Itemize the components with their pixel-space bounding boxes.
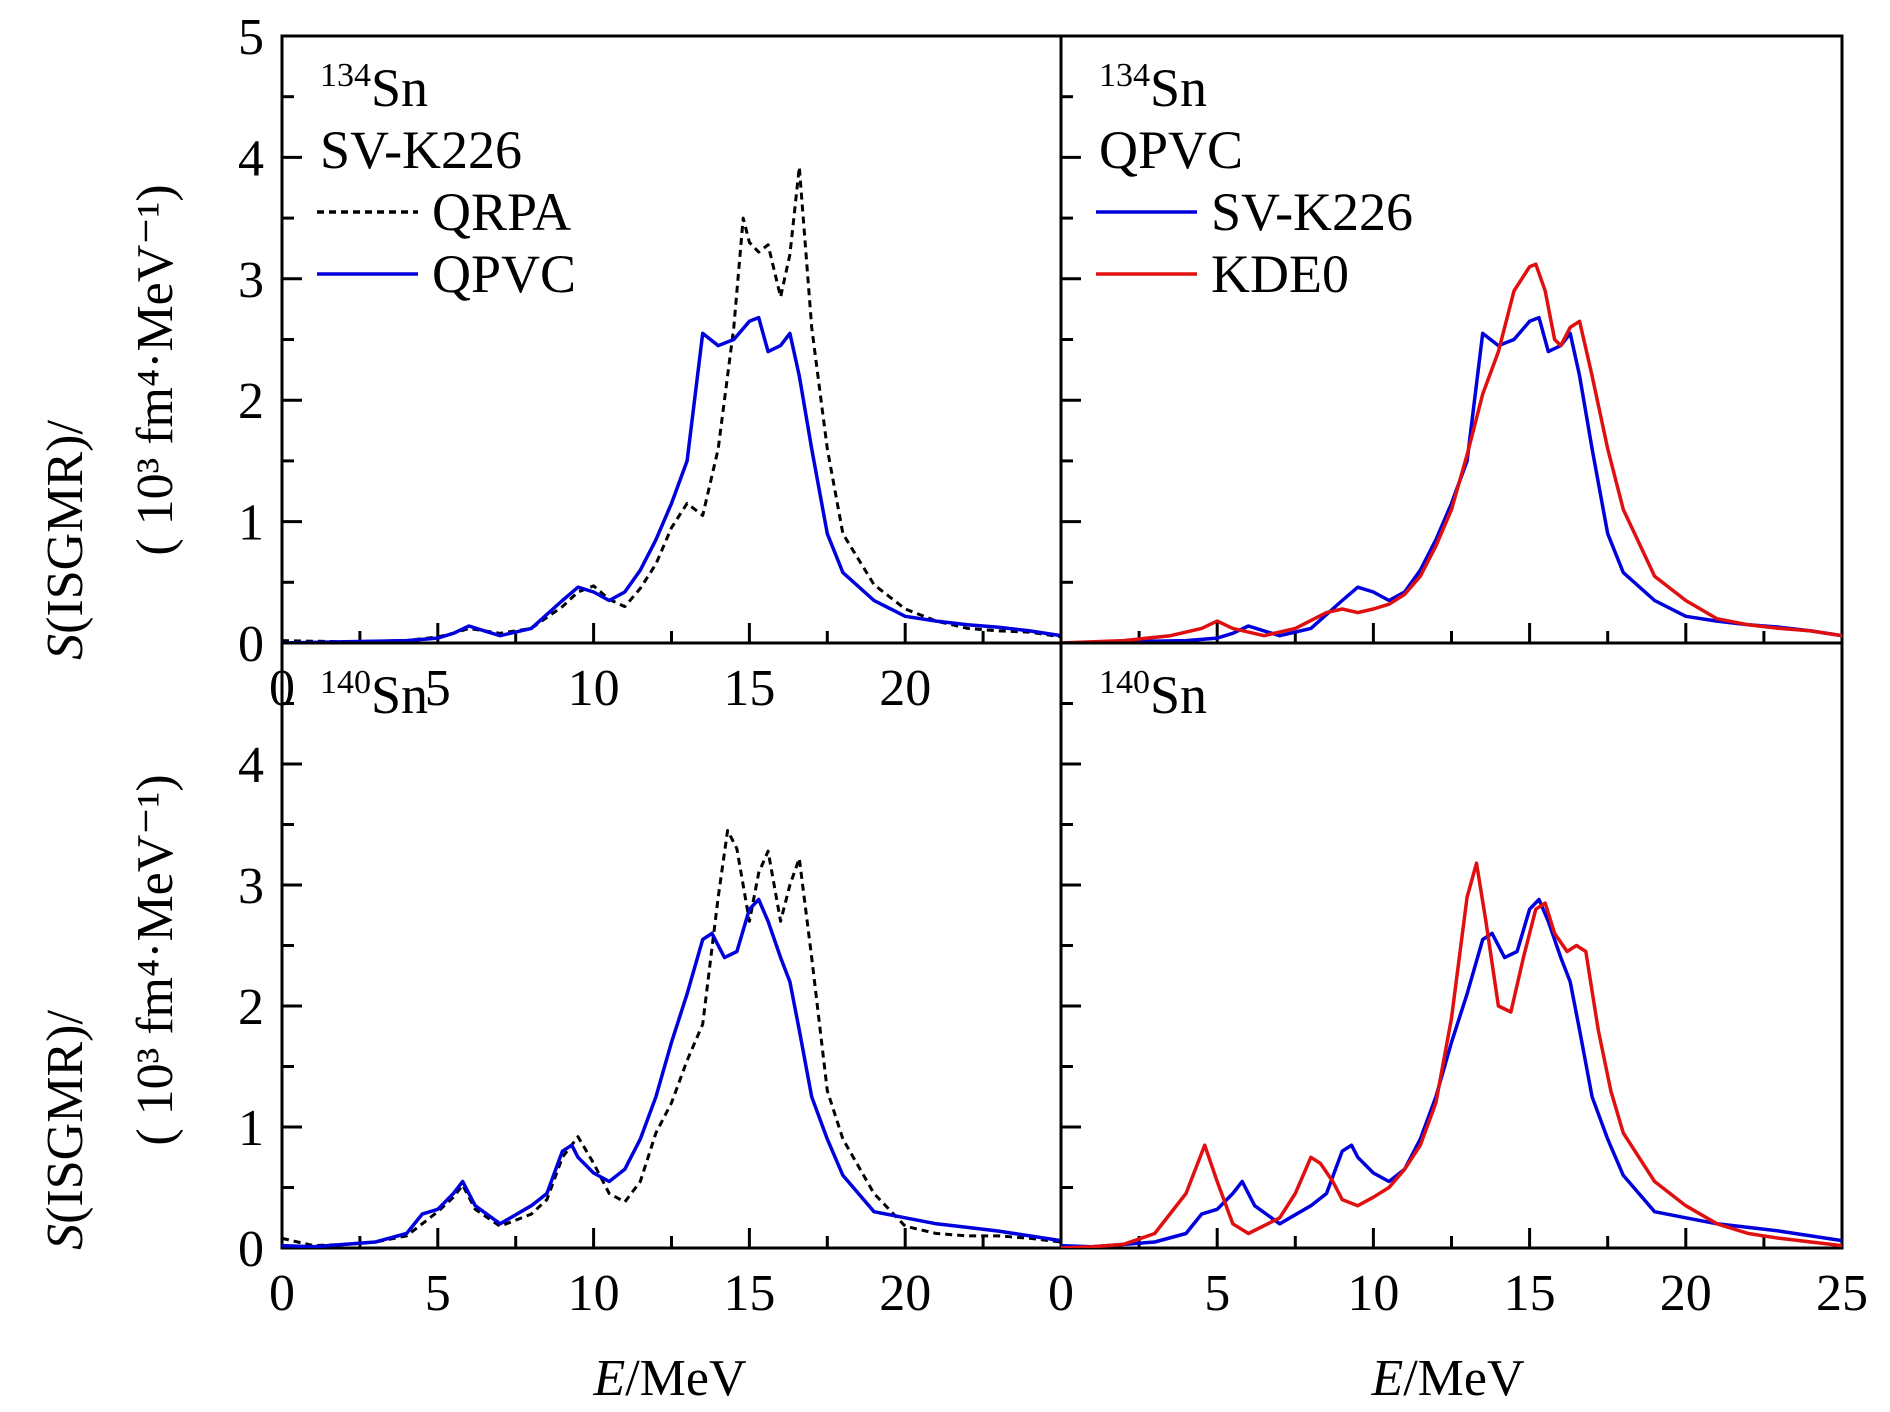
x-tick-label: 5 — [1204, 1265, 1230, 1322]
nucleus-symbol: Sn — [371, 58, 428, 118]
nucleus-label-bottom-right: 140Sn — [1099, 664, 1207, 725]
ylabel-top-rest: (ISGMR)/ — [37, 420, 94, 634]
x-tick-label: 10 — [1347, 1265, 1399, 1322]
x-tick-label: 15 — [1504, 1265, 1556, 1322]
ylabel-bottom-italic: S — [37, 1224, 94, 1250]
ylabel-top-line2: ( 10³ fm⁴·MeV⁻¹) — [127, 184, 184, 555]
x-tick-label: 25 — [1816, 1265, 1868, 1322]
ylabel-bottom: S(ISGMR)/ ( 10³ fm⁴·MeV⁻¹) — [37, 774, 184, 1250]
y-tick-label: 2 — [238, 373, 264, 430]
series-line-qpvc-bottom-left — [282, 897, 1061, 1248]
ylabel-bottom-line2: ( 10³ fm⁴·MeV⁻¹) — [127, 774, 184, 1145]
x-tick-label: 15 — [723, 1265, 775, 1322]
series-line-qrpa-bottom-left — [282, 829, 1061, 1248]
xlabel-right: E/MeV — [1370, 1350, 1524, 1407]
ylabel-bottom-rest: (ISGMR)/ — [37, 1010, 94, 1224]
series-line-sv-k226-bottom-right — [1061, 897, 1842, 1248]
svg-text:S(ISGMR)/: S(ISGMR)/ — [37, 420, 94, 660]
series-line-kde0-bottom-right — [1061, 861, 1842, 1248]
legend-label-sv-k226: SV-K226 — [1211, 182, 1413, 242]
y-tick-label: 4 — [238, 737, 264, 794]
y-tick-label: 0 — [238, 616, 264, 673]
ylabel-top-italic: S — [37, 634, 94, 660]
panel-bottom-right: 0 5 10 15 20 25 140Sn — [1048, 641, 1868, 1322]
series-line-kde0-top-right — [1061, 262, 1842, 643]
legend-label-qrpa: QRPA — [432, 182, 571, 242]
nucleus-mass: 134 — [320, 57, 371, 94]
nucleus-label-bottom-left: 140Sn — [320, 664, 428, 725]
nucleus-label-top-right: 134Sn — [1099, 57, 1207, 118]
x-tick-label: 5 — [425, 1265, 451, 1322]
svg-text:S(ISGMR)/: S(ISGMR)/ — [37, 1010, 94, 1250]
x-tick-label: 20 — [1660, 1265, 1712, 1322]
x-tick-label: 5 — [425, 660, 451, 717]
xlabel-left: E/MeV — [592, 1350, 746, 1407]
panel-bottom-left: 0 1 2 3 4 0 5 10 15 20 140Sn — [238, 641, 1063, 1322]
nucleus-mass: 140 — [1099, 664, 1150, 701]
y-tick-label: 2 — [238, 979, 264, 1036]
model-label-top-right: QPVC — [1099, 120, 1243, 180]
x-tick-label: 10 — [568, 1265, 620, 1322]
y-tick-label: 3 — [238, 858, 264, 915]
nucleus-symbol: Sn — [371, 665, 428, 725]
y-tick-label: 1 — [238, 1100, 264, 1157]
x-tick-label: 15 — [723, 660, 775, 717]
legend-label-qpvc: QPVC — [432, 244, 576, 304]
legend-label-kde0: KDE0 — [1211, 244, 1349, 304]
series-line-sv-k226-top-right — [1061, 315, 1842, 643]
y-tick-label: 0 — [238, 1221, 264, 1278]
nucleus-symbol: Sn — [1150, 665, 1207, 725]
y-tick-label: 1 — [238, 495, 264, 552]
x-tick-label: 20 — [879, 1265, 931, 1322]
x-tick-label: 10 — [568, 660, 620, 717]
y-tick-label: 3 — [238, 252, 264, 309]
nucleus-symbol: Sn — [1150, 58, 1207, 118]
ylabel-top: S(ISGMR)/ ( 10³ fm⁴·MeV⁻¹) — [37, 184, 184, 660]
nucleus-mass: 134 — [1099, 57, 1150, 94]
x-tick-label: 0 — [269, 1265, 295, 1322]
x-tick-label: 20 — [879, 660, 931, 717]
model-label-top-left: SV-K226 — [320, 120, 522, 180]
panel-frame-bottom-left — [280, 641, 1063, 1250]
y-tick-label: 5 — [238, 9, 264, 66]
series-line-qpvc-top-left — [282, 315, 1061, 643]
panel-frame-bottom-right — [1059, 641, 1844, 1250]
nucleus-label-top-left: 134Sn — [320, 57, 428, 118]
nucleus-mass: 140 — [320, 664, 371, 701]
x-tick-label: 0 — [1048, 1265, 1074, 1322]
series-line-qrpa-top-left — [282, 165, 1061, 643]
y-tick-label: 4 — [238, 130, 264, 187]
